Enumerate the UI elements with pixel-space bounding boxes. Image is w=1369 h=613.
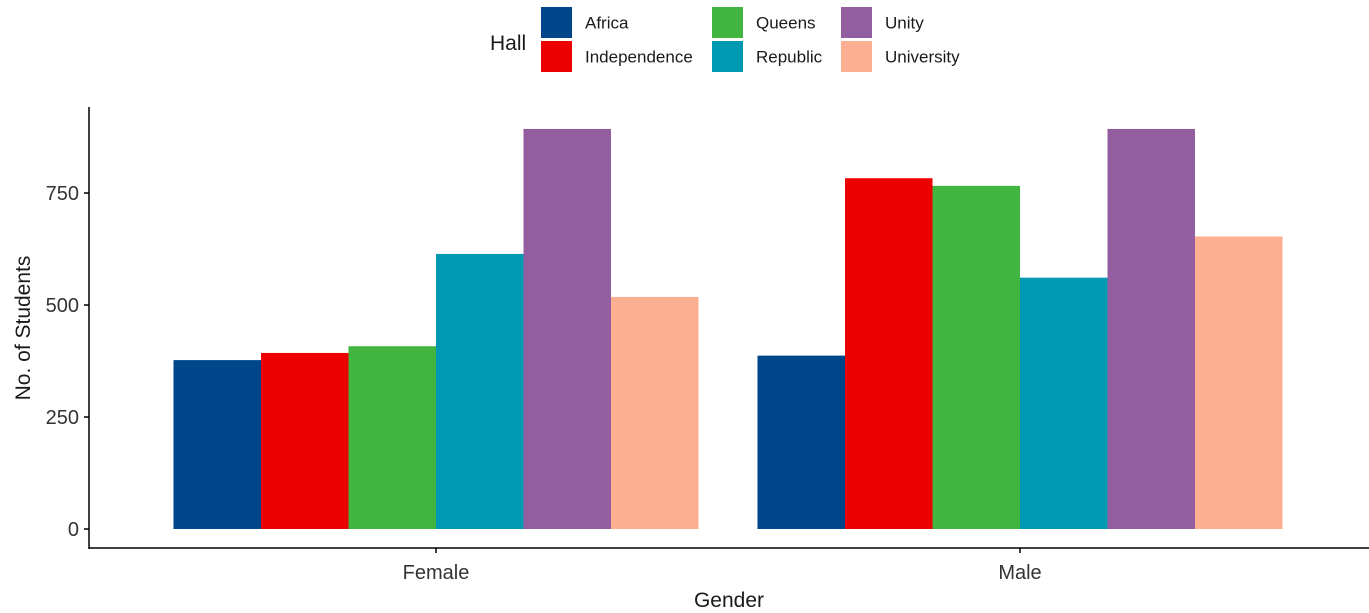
legend: Hall Africa Independence Queens Republic Uni…: [490, 7, 960, 72]
bars: [173, 128, 1283, 529]
y-tick-label: 250: [46, 407, 79, 429]
legend-label-independence: Independence: [585, 48, 693, 67]
y-tick-label: 500: [46, 295, 79, 317]
bar-male-independence: [845, 178, 933, 529]
bar-male-queens: [932, 185, 1020, 529]
bar-male-unity: [1107, 128, 1195, 529]
bar-female-unity: [523, 128, 611, 529]
legend-swatch-independence: [541, 41, 572, 72]
legend-label-unity: Unity: [885, 14, 924, 33]
legend-label-africa: Africa: [585, 14, 629, 33]
legend-label-university: University: [885, 48, 960, 67]
legend-label-queens: Queens: [756, 14, 816, 33]
axes: [88, 107, 1369, 549]
bar-female-republic: [436, 253, 524, 529]
legend-swatch-africa: [541, 7, 572, 38]
bar-male-africa: [757, 355, 845, 529]
legend-swatch-republic: [712, 41, 743, 72]
bar-female-university: [611, 296, 699, 529]
x-tick-label-female: Female: [403, 562, 470, 584]
legend-swatch-university: [841, 41, 872, 72]
legend-swatch-queens: [712, 7, 743, 38]
bar-female-africa: [173, 360, 261, 529]
y-axis-title: No. of Students: [12, 256, 35, 401]
legend-title: Hall: [490, 32, 526, 55]
y-tick-label: 750: [46, 183, 79, 205]
bar-female-independence: [261, 352, 349, 529]
x-axis-title: Gender: [694, 589, 764, 612]
legend-label-republic: Republic: [756, 48, 823, 67]
y-ticks: 0 250 500 750: [46, 183, 89, 541]
x-tick-label-male: Male: [998, 562, 1041, 584]
bar-male-university: [1195, 236, 1283, 529]
bar-male-republic: [1020, 277, 1108, 529]
y-tick-label: 0: [68, 519, 79, 541]
legend-swatch-unity: [841, 7, 872, 38]
x-ticks: Female Male: [403, 548, 1042, 584]
bar-female-queens: [348, 346, 436, 529]
